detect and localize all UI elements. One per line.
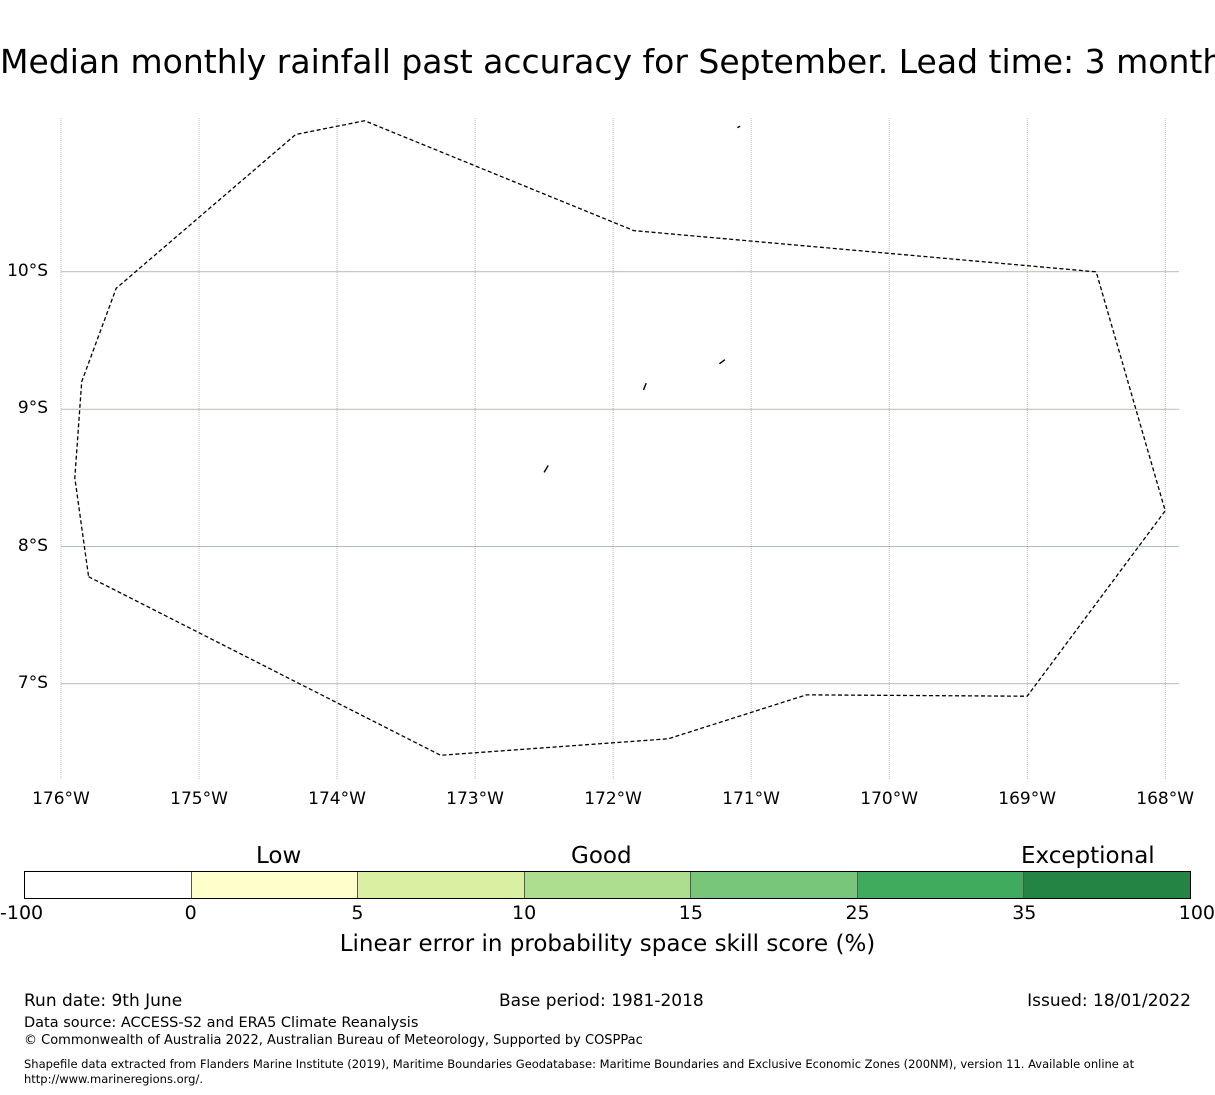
run-date: Run date: 9th June	[24, 991, 183, 1011]
category-exceptional-label: Exceptional	[1021, 843, 1155, 869]
colorbar-segment	[191, 872, 359, 898]
longitude-label: 169°W	[998, 789, 1057, 809]
longitude-label: 175°W	[170, 789, 228, 809]
copyright: © Commonwealth of Australia 2022, Austra…	[24, 1033, 643, 1048]
issued-date: Issued: 18/01/2022	[1027, 991, 1191, 1011]
category-good-label: Good	[571, 843, 632, 869]
colorbar-segment	[857, 872, 1025, 898]
longitude-label: 173°W	[446, 789, 504, 809]
shapefile-credit-line2: http://www.marineregions.org/.	[24, 1072, 203, 1086]
colorbar-tick-label: 5	[351, 902, 364, 924]
longitude-label: 176°W	[32, 789, 90, 809]
latitude-label: 10°S	[7, 260, 48, 281]
longitude-label: 170°W	[860, 789, 919, 809]
category-low-label: Low	[256, 843, 302, 869]
colorbar-tick-label: -100	[0, 902, 44, 924]
colorbar-segment	[691, 872, 858, 898]
colorbar-tick-label: 15	[678, 902, 703, 924]
colorbar-segment	[524, 872, 692, 898]
island-coastline	[718, 359, 726, 365]
island-coastline	[543, 465, 549, 473]
data-source: Data source: ACCESS-S2 and ERA5 Climate …	[24, 1015, 419, 1031]
island-coastline	[642, 382, 647, 391]
colorbar-segment	[25, 872, 192, 898]
colorbar-tick-label: 0	[184, 902, 197, 924]
colorbar-tick-label: 35	[1012, 902, 1037, 924]
island-coastline	[737, 125, 741, 129]
longitude-label: 172°W	[584, 789, 642, 809]
base-period: Base period: 1981-2018	[499, 991, 704, 1011]
latitude-label: 9°S	[17, 398, 48, 419]
colorbar-segment	[358, 872, 525, 898]
latitude-label: 8°S	[17, 535, 48, 556]
longitude-label: 171°W	[722, 789, 780, 809]
colorbar	[24, 871, 1191, 899]
eez-boundary	[74, 120, 1166, 756]
map-title: Median monthly rainfall past accuracy fo…	[0, 44, 1215, 81]
colorbar-segment	[1024, 872, 1191, 898]
longitude-label: 174°W	[308, 789, 366, 809]
colorbar-tick-label: 100	[1178, 902, 1215, 924]
skill-map	[60, 118, 1179, 780]
shapefile-credit-line1: Shapefile data extracted from Flanders M…	[24, 1057, 1135, 1071]
colorbar-tick-label: 25	[845, 902, 870, 924]
colorbar-tick-label: 10	[512, 902, 537, 924]
latitude-label: 7°S	[17, 672, 48, 693]
colorbar-label: Linear error in probability space skill …	[339, 931, 876, 957]
longitude-label: 168°W	[1136, 789, 1195, 809]
